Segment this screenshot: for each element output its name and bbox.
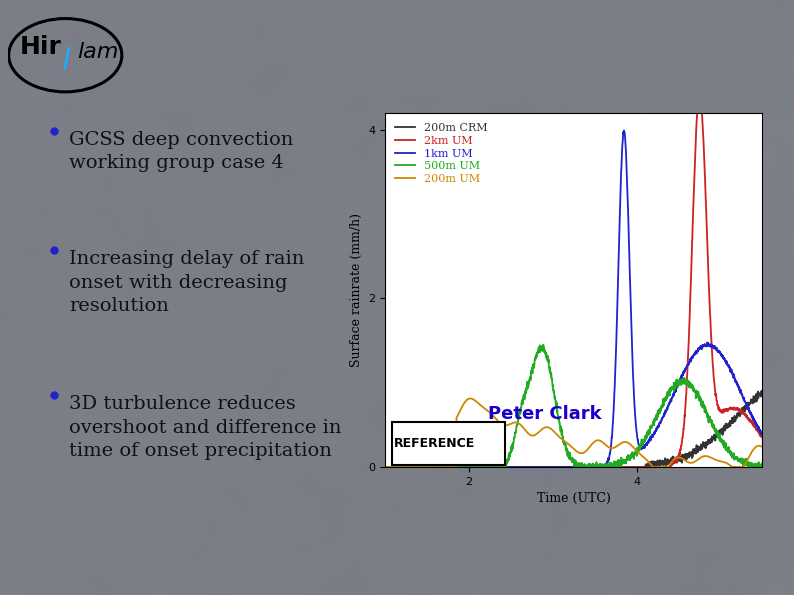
200m CRM [754, 391, 764, 398]
200m CRM [766, 385, 776, 392]
200m UM [557, 436, 567, 443]
Line: 1km UM: 1km UM [385, 130, 771, 467]
200m UM [755, 442, 765, 449]
Text: l: l [62, 48, 71, 76]
1km UM [766, 443, 776, 450]
200m CRM [754, 392, 764, 399]
2km UM [766, 444, 776, 451]
2km UM [755, 430, 765, 437]
200m CRM [557, 464, 567, 471]
1km UM [557, 464, 567, 471]
500m UM [766, 460, 776, 467]
200m UM [766, 447, 776, 455]
500m UM [380, 464, 390, 471]
Line: 500m UM: 500m UM [385, 345, 771, 467]
X-axis label: Time (UTC): Time (UTC) [537, 492, 611, 505]
Text: Increasing delay of rain
onset with decreasing
resolution: Increasing delay of rain onset with decr… [69, 250, 305, 315]
200m CRM [400, 464, 410, 471]
2km UM [400, 464, 410, 471]
200m CRM [568, 464, 577, 471]
Line: 2km UM: 2km UM [385, 92, 771, 467]
500m UM [755, 464, 765, 471]
1km UM [619, 127, 629, 134]
1km UM [400, 464, 410, 471]
200m UM [400, 464, 410, 471]
200m CRM [765, 383, 775, 390]
Line: 200m CRM: 200m CRM [385, 386, 771, 467]
Y-axis label: Surface rainrate (mm/h): Surface rainrate (mm/h) [349, 213, 363, 367]
Text: Hir: Hir [20, 35, 62, 59]
200m UM [380, 464, 390, 471]
200m UM [684, 459, 694, 466]
Text: lam: lam [77, 42, 119, 62]
1km UM [380, 464, 390, 471]
2km UM [684, 339, 693, 346]
1km UM [755, 427, 765, 434]
500m UM [400, 464, 410, 471]
200m UM [465, 395, 475, 402]
500m UM [684, 383, 694, 390]
200m UM [568, 444, 577, 452]
500m UM [754, 462, 764, 469]
200m CRM [380, 464, 390, 471]
2km UM [754, 428, 764, 436]
Text: GCSS deep convection
working group case 4: GCSS deep convection working group case … [69, 131, 294, 173]
Text: REFERENCE: REFERENCE [394, 437, 475, 450]
200m CRM [684, 450, 693, 458]
2km UM [695, 89, 704, 96]
Text: 3D turbulence reduces
overshoot and difference in
time of onset precipitation: 3D turbulence reduces overshoot and diff… [69, 395, 341, 461]
1km UM [568, 464, 577, 471]
1km UM [684, 361, 694, 368]
500m UM [538, 341, 548, 348]
200m UM [754, 442, 764, 449]
FancyBboxPatch shape [391, 421, 505, 465]
1km UM [754, 425, 764, 433]
Text: Peter Clark: Peter Clark [488, 405, 602, 422]
2km UM [557, 464, 567, 471]
2km UM [568, 464, 577, 471]
Legend: 200m CRM, 2km UM, 1km UM, 500m UM, 200m UM: 200m CRM, 2km UM, 1km UM, 500m UM, 200m … [391, 118, 492, 189]
500m UM [568, 456, 577, 463]
Line: 200m UM: 200m UM [385, 399, 771, 467]
2km UM [380, 464, 390, 471]
500m UM [557, 432, 567, 439]
